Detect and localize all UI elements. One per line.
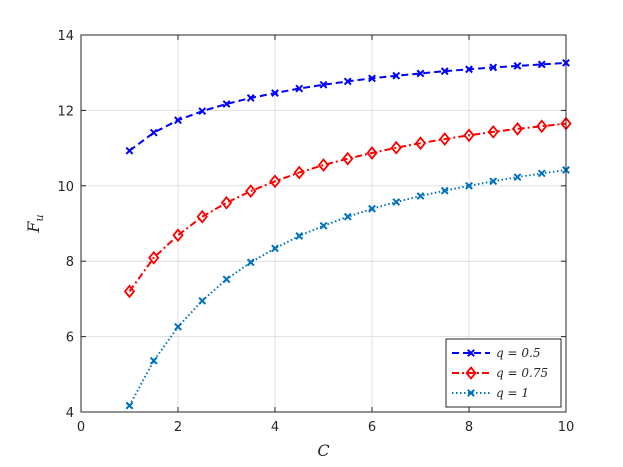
- data-point-marker: [246, 258, 255, 267]
- data-point-marker: [317, 158, 330, 172]
- data-point-marker: [467, 389, 475, 397]
- data-point-marker: [271, 244, 279, 253]
- data-point-marker: [467, 349, 475, 357]
- series-2: [123, 116, 572, 299]
- x-tick-label: 2: [174, 420, 182, 435]
- data-point-marker: [368, 204, 376, 213]
- legend-entry: q = 0.75: [452, 366, 548, 380]
- data-point-marker: [440, 67, 449, 76]
- data-point-marker: [342, 151, 354, 166]
- series-layer: [123, 58, 572, 410]
- data-point-marker: [125, 146, 134, 155]
- legend-label: q = 1: [496, 386, 529, 400]
- data-point-marker: [440, 186, 449, 195]
- data-point-marker: [222, 100, 231, 108]
- data-point-marker: [465, 181, 473, 190]
- data-point-marker: [537, 169, 546, 178]
- data-point-marker: [465, 366, 477, 380]
- data-point-marker: [392, 198, 401, 206]
- data-point-marker: [172, 228, 184, 243]
- legend-entry: q = 1: [452, 386, 529, 400]
- series-line: [128, 122, 567, 292]
- data-point-marker: [319, 221, 328, 230]
- data-point-marker: [513, 62, 522, 70]
- data-point-marker: [293, 165, 305, 180]
- data-point-marker: [416, 69, 425, 78]
- legend-box: [445, 338, 562, 408]
- data-point-marker: [246, 94, 255, 102]
- data-point-marker: [198, 296, 207, 305]
- data-point-marker: [513, 173, 522, 182]
- y-tick-label: 8: [66, 255, 74, 270]
- data-point-marker: [463, 128, 475, 143]
- data-point-marker: [148, 250, 160, 265]
- x-tick-label: 8: [465, 420, 473, 435]
- series-1: [125, 58, 570, 155]
- legend-entry: q = 0.5: [452, 346, 540, 360]
- data-point-marker: [465, 65, 473, 74]
- data-point-marker: [319, 80, 328, 89]
- data-point-marker: [245, 184, 257, 198]
- data-point-marker: [125, 401, 134, 410]
- data-point-marker: [489, 177, 498, 186]
- x-tick-label: 6: [368, 420, 376, 435]
- data-point-marker: [174, 322, 182, 331]
- plot-frame: [80, 34, 567, 413]
- data-point-marker: [222, 275, 231, 284]
- data-point-marker: [343, 77, 352, 86]
- data-point-marker: [269, 174, 281, 189]
- y-tick-label: 14: [57, 29, 74, 44]
- data-point-marker: [149, 356, 158, 365]
- y-tick-label: 12: [57, 104, 74, 119]
- data-point-marker: [220, 195, 233, 210]
- series-3: [125, 166, 570, 410]
- data-point-marker: [392, 71, 401, 80]
- y-axis-title-main: F: [24, 221, 43, 234]
- y-axis-title: Fu: [24, 214, 46, 233]
- data-point-marker: [149, 128, 158, 137]
- data-point-marker: [196, 209, 208, 224]
- x-tick-label: 0: [77, 420, 85, 435]
- data-point-marker: [174, 116, 182, 125]
- y-axis-title-subscript: u: [33, 214, 46, 221]
- data-point-marker: [368, 74, 376, 83]
- data-point-marker: [343, 212, 352, 221]
- data-point-marker: [123, 284, 136, 299]
- y-tick-label: 10: [57, 180, 74, 195]
- data-point-marker: [414, 136, 427, 151]
- data-point-marker: [271, 89, 279, 97]
- data-point-marker: [295, 84, 304, 93]
- y-tick-label: 4: [66, 406, 74, 421]
- y-tick-label: 6: [66, 331, 74, 346]
- data-point-marker: [439, 132, 451, 146]
- data-point-marker: [416, 192, 425, 200]
- axes: 0 2 4 6 8 10 4 6 8 10 12 14: [57, 29, 574, 435]
- x-axis-title: C: [317, 441, 329, 460]
- data-point-marker: [487, 124, 499, 139]
- data-point-marker: [390, 140, 402, 155]
- legend-label: q = 0.5: [496, 346, 540, 360]
- data-point-marker: [489, 63, 498, 72]
- x-tick-label: 10: [558, 420, 575, 435]
- legend: q = 0.5 q = 0.75 q = 1: [445, 338, 562, 408]
- data-point-marker: [511, 121, 524, 136]
- data-point-marker: [537, 60, 546, 69]
- legend-label: q = 0.75: [496, 366, 548, 380]
- data-point-marker: [366, 146, 378, 160]
- x-tick-label: 4: [271, 420, 279, 435]
- data-point-marker: [536, 119, 548, 134]
- data-point-marker: [198, 107, 207, 116]
- data-point-marker: [295, 232, 304, 240]
